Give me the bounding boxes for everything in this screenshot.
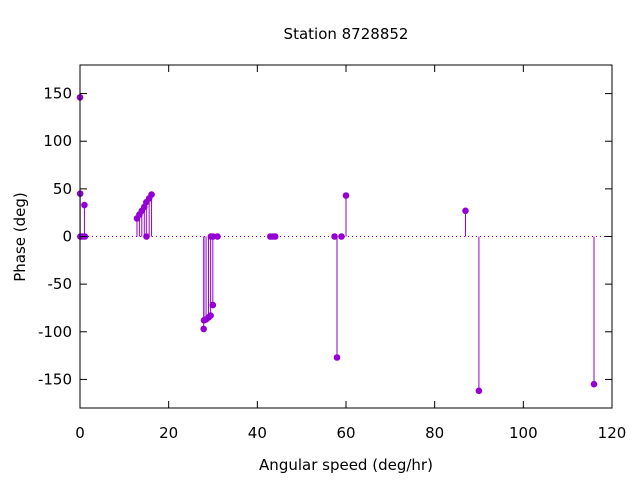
data-point-22: [214, 233, 221, 240]
data-point-27: [333, 354, 341, 361]
data-point-30: [462, 207, 469, 215]
x-tick-label: 120: [598, 424, 627, 442]
y-tick-label: -100: [38, 323, 72, 341]
y-ticks: -150 -100 -50 0 50 100 150: [38, 85, 612, 388]
x-tick-label: 0: [75, 424, 85, 442]
data-point-32: [590, 380, 598, 388]
data-point-25: [271, 233, 279, 240]
data-point-11: [143, 233, 150, 240]
x-axis-label: Angular speed (deg/hr): [259, 456, 433, 474]
y-tick-label: 0: [62, 228, 72, 246]
data-point-4: [81, 201, 88, 209]
x-tick-label: 20: [159, 424, 178, 442]
data-point-13: [148, 191, 155, 198]
y-tick-label: 50: [53, 180, 72, 198]
chart-title: Station 8728852: [284, 25, 409, 43]
x-tick-label: 40: [248, 424, 267, 442]
y-tick-label: -150: [38, 370, 72, 388]
data-point-31: [475, 387, 483, 395]
x-tick-label: 60: [336, 424, 355, 442]
x-ticks: 0 20 40 60 80 100 120: [75, 65, 626, 442]
y-tick-label: 100: [43, 132, 72, 150]
y-tick-label: 150: [43, 85, 72, 103]
x-tick-label: 100: [509, 424, 538, 442]
data-point-29: [342, 192, 350, 199]
data-point-18: [207, 312, 214, 319]
data-point-28: [338, 233, 345, 240]
data-point-14: [200, 325, 207, 333]
y-tick-label: -50: [48, 275, 73, 293]
data-point-20: [209, 301, 217, 309]
y-axis-label: Phase (deg): [11, 192, 29, 282]
x-tick-label: 80: [425, 424, 444, 442]
data-point-26: [331, 233, 338, 240]
